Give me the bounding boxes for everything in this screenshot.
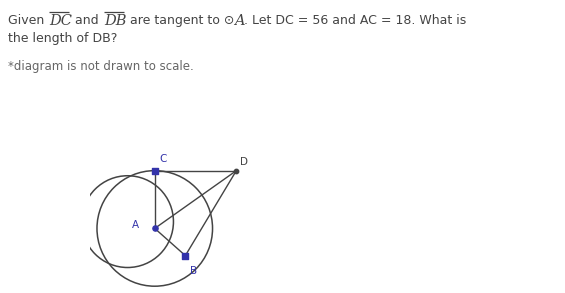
Text: are tangent to ⊙: are tangent to ⊙ xyxy=(126,14,234,27)
Point xyxy=(232,168,241,173)
Text: and: and xyxy=(71,14,103,27)
Text: DC: DC xyxy=(49,14,72,28)
Text: *diagram is not drawn to scale.: *diagram is not drawn to scale. xyxy=(8,60,194,73)
Point xyxy=(181,253,190,258)
Text: A: A xyxy=(132,220,140,230)
Point xyxy=(150,226,159,231)
Point xyxy=(150,168,159,173)
Text: . Let DC = 56 and AC = 18. What is: . Let DC = 56 and AC = 18. What is xyxy=(244,14,466,27)
Text: Given: Given xyxy=(8,14,48,27)
Text: the length of DB?: the length of DB? xyxy=(8,32,118,45)
Text: B: B xyxy=(190,266,198,276)
Text: DB: DB xyxy=(104,14,127,28)
Text: C: C xyxy=(160,154,167,164)
Text: A: A xyxy=(234,14,245,28)
Text: D: D xyxy=(240,157,247,167)
